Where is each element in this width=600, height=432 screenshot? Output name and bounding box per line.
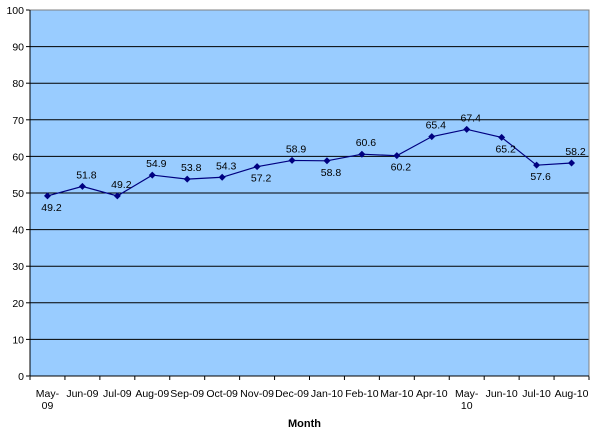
y-tick-label: 90 [12,42,24,54]
y-tick-label: 20 [12,298,24,310]
data-label: 54.9 [146,158,167,170]
x-tick-label: Apr-10 [416,388,448,400]
data-point [253,163,261,171]
x-tick-label: Feb-10 [345,388,378,400]
data-label: 65.4 [426,120,447,132]
data-label: 58.8 [321,167,342,179]
y-tick-label: 30 [12,261,24,273]
x-tick-label: Mar-10 [380,388,413,400]
axes [29,9,590,377]
y-tick-label: 70 [12,115,24,127]
data-point [428,133,436,141]
data-label: 58.9 [286,143,307,155]
y-tick-label: 80 [12,78,24,90]
x-tick-label: Jul-09 [103,388,132,400]
data-point [218,173,226,181]
y-tick-label: 40 [12,225,24,237]
data-point [533,161,541,169]
data-point [43,192,51,200]
data-label: 51.8 [76,169,97,181]
data-point [358,150,366,158]
x-tick-label: Aug-09 [135,388,169,400]
data-label: 57.6 [530,171,551,183]
data-point [288,156,296,164]
data-label: 60.2 [391,162,412,174]
x-tick-label: Jun-09 [66,388,98,400]
data-labels: 49.2 51.8 49.2 54.9 53.8 54.3 57.2 58.9 58.8 60.6… [41,112,586,214]
data-label: 57.2 [251,173,272,185]
data-label: 53.8 [181,162,202,174]
data-point [323,157,331,165]
data-point [463,125,471,133]
x-tick-label: May-10 [455,388,479,412]
data-label: 58.2 [565,146,586,158]
data-markers [43,125,576,200]
x-axis-title: Month [288,418,321,430]
y-tick-label: 60 [12,151,24,163]
data-label: 67.4 [461,112,482,124]
data-label: 60.6 [356,137,377,149]
data-label: 54.3 [216,160,237,172]
data-label: 65.2 [495,143,516,155]
data-point [148,171,156,179]
y-tick-label: 10 [12,334,24,346]
x-tick-label: Aug-10 [555,388,589,400]
data-label: 49.2 [111,179,132,191]
x-tick-label: Jul-10 [522,388,551,400]
x-tick-label: May-09 [36,388,60,412]
data-label: 49.2 [41,202,62,214]
series-polyline [47,128,572,197]
data-point [568,159,576,167]
y-tick-label: 0 [18,371,24,383]
data-point [113,192,121,200]
data-point [393,152,401,160]
x-tick-label: Oct-09 [206,388,238,400]
x-tick-label: Sep-09 [170,388,204,400]
x-tick-label: Nov-09 [240,388,274,400]
x-tick-label: Jun-10 [486,388,518,400]
x-tick-label: Dec-09 [275,388,309,400]
y-axis-tick-labels: 0 10 20 30 40 50 60 70 80 90 100 [6,5,30,383]
y-tick-label: 50 [12,188,24,200]
x-axis-tick-labels: May-09 Jun-09 Jul-09 Aug-09 Sep-09 Oct-09 Nov-… [29,376,590,412]
data-point [498,133,506,141]
x-tick-label: Jan-10 [311,388,343,400]
data-point [183,175,191,183]
data-point [78,182,86,190]
series-line [47,128,572,197]
y-tick-label: 100 [6,5,24,17]
